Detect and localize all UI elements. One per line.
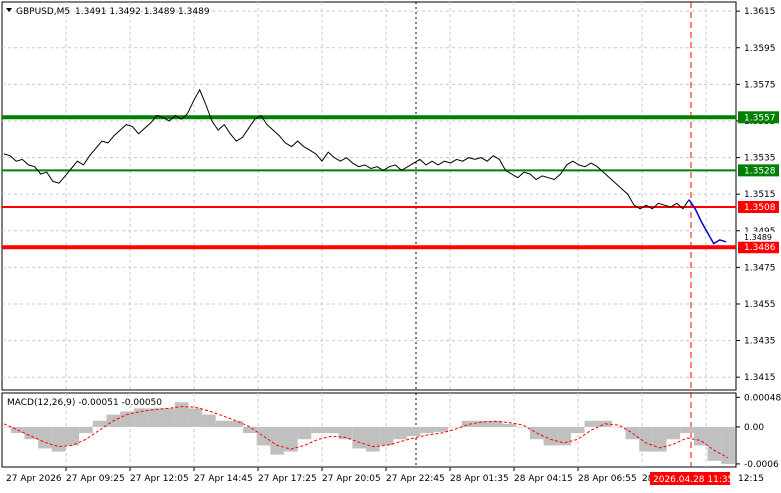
macd-histogram-bar xyxy=(298,427,312,439)
ohlc-values: 1.3491 1.3492 1.3489 1.3489 xyxy=(75,7,210,17)
time-axis[interactable]: 27 Apr 2026 27 Apr 09:25 27 Apr 12:05 27 Ap… xyxy=(6,467,764,485)
price-axis[interactable]: 1.36151.35951.35751.35551.35351.35151.34… xyxy=(736,7,779,383)
macd-histogram-bar xyxy=(257,427,271,446)
time-tick-label: 27 Apr 20:05 xyxy=(322,474,381,484)
macd-histogram-bar xyxy=(380,427,394,446)
time-tick-label: 27 Apr 14:45 xyxy=(194,474,253,484)
macd-histogram-bar xyxy=(708,427,722,461)
macd-histogram-bar xyxy=(38,427,52,449)
macd-histogram-bar xyxy=(311,427,325,433)
current-time-label: 2026.04.28 11:35 xyxy=(653,475,733,485)
macd-histogram-bar xyxy=(694,427,708,446)
macd-histogram-bar xyxy=(667,427,681,439)
macd-histogram-bar xyxy=(270,427,284,455)
macd-histogram-bar xyxy=(79,427,93,433)
macd-tick-label: 0.00048 xyxy=(744,393,781,403)
current-price-label: 1.3489 xyxy=(744,233,772,242)
macd-histogram-bar xyxy=(24,427,38,439)
price-tick-label: 1.3435 xyxy=(744,337,776,347)
macd-tick-label: 0.00 xyxy=(744,423,764,433)
macd-histogram-bar xyxy=(434,427,448,432)
symbol-header: GBPUSD,M5 1.3491 1.3492 1.3489 1.3489 xyxy=(6,7,210,17)
macd-histogram-bar xyxy=(65,427,79,446)
time-tick-label: 27 Apr 09:25 xyxy=(66,474,125,484)
price-panel-frame xyxy=(2,2,736,390)
macd-histogram-bar xyxy=(571,427,585,433)
macd-histogram-bar xyxy=(93,421,107,427)
macd-histogram-bar xyxy=(325,427,339,433)
price-tick-label: 1.3575 xyxy=(744,80,776,90)
macd-histogram-bar xyxy=(544,427,558,446)
macd-histogram-bar xyxy=(407,427,421,436)
macd-histogram-bar xyxy=(557,427,571,446)
macd-histogram-bar xyxy=(721,427,735,464)
macd-label: MACD(12,26,9) -0.00051 -0.00050 xyxy=(7,398,162,408)
macd-histogram-bar xyxy=(366,427,380,452)
macd-histogram-bar xyxy=(147,408,161,427)
macd-histogram-bar xyxy=(503,424,517,427)
price-tick-label: 1.3475 xyxy=(744,263,776,273)
time-tick-label: 28 Apr 01:35 xyxy=(450,474,509,484)
macd-axis: 0.00048 0.00 -0.0006 xyxy=(736,393,781,470)
level-price-label: 1.3508 xyxy=(744,203,776,213)
time-tick-label: 27 Apr 17:25 xyxy=(258,474,317,484)
macd-histogram-bar xyxy=(202,415,216,427)
macd-histogram-bar xyxy=(462,421,476,427)
time-tick-label: 12:15 xyxy=(738,474,764,484)
macd-histogram-bar xyxy=(421,427,435,433)
macd-histogram-bar xyxy=(516,427,530,428)
macd-histogram-bar xyxy=(52,427,66,452)
level-price-label: 1.3528 xyxy=(744,166,776,176)
time-tick-label: 27 Apr 2026 xyxy=(6,474,62,484)
macd-histogram-bar xyxy=(626,427,640,439)
macd-histogram-bar xyxy=(188,408,202,427)
price-tick-label: 1.3415 xyxy=(744,373,776,383)
time-tick-label: 27 Apr 22:45 xyxy=(386,474,445,484)
level-price-label: 1.3486 xyxy=(744,243,776,253)
macd-tick-label: -0.0006 xyxy=(744,460,779,470)
macd-histogram-bar xyxy=(216,421,230,427)
symbol-name: GBPUSD,M5 xyxy=(16,7,70,17)
macd-histogram-bar xyxy=(161,408,175,427)
level-price-label: 1.3557 xyxy=(744,113,776,123)
macd-histogram-bar xyxy=(393,427,407,439)
macd-histogram-bar xyxy=(680,427,694,433)
macd-histogram-bar xyxy=(475,421,489,427)
time-tick-label: 28 Apr 06:55 xyxy=(578,474,637,484)
macd-histogram-bar xyxy=(612,427,626,428)
macd-histogram-bar xyxy=(0,427,11,428)
macd-histogram-bar xyxy=(229,421,243,427)
macd-histogram-bar xyxy=(175,402,189,427)
price-tick-label: 1.3535 xyxy=(744,154,776,164)
time-tick-label: 28 Apr 04:15 xyxy=(514,474,573,484)
macd-histogram-bar xyxy=(352,427,366,449)
price-tick-label: 1.3615 xyxy=(744,7,776,17)
time-tick-label: 27 Apr 12:05 xyxy=(130,474,189,484)
macd-histogram-bar xyxy=(585,421,599,427)
macd-histogram-bar xyxy=(243,427,257,433)
price-tick-label: 1.3595 xyxy=(744,44,776,54)
price-tick-label: 1.3515 xyxy=(744,190,776,200)
price-tick-label: 1.3455 xyxy=(744,300,776,310)
